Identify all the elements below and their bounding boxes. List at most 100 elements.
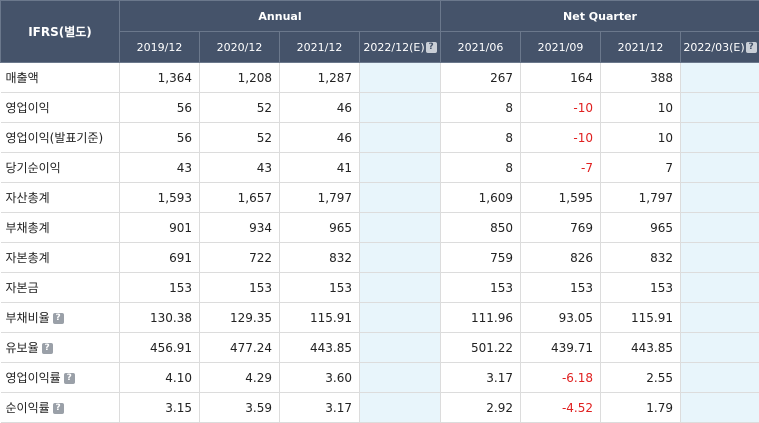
value-cell: 1,609 xyxy=(441,183,521,213)
period-header: 2020/12 xyxy=(200,32,280,63)
value-cell: 164 xyxy=(521,63,601,93)
value-cell: -6.18 xyxy=(521,363,601,393)
period-label: 2021/09 xyxy=(538,41,584,54)
value-cell: 1,287 xyxy=(280,63,360,93)
value-cell: 153 xyxy=(120,273,200,303)
value-cell: 153 xyxy=(200,273,280,303)
period-label: 2021/12 xyxy=(618,41,664,54)
row-label: 부채비율? xyxy=(1,303,120,333)
value-cell xyxy=(681,273,759,303)
value-cell: 111.96 xyxy=(441,303,521,333)
value-cell: 115.91 xyxy=(280,303,360,333)
period-header: 2021/09 xyxy=(521,32,601,63)
value-cell: -10 xyxy=(521,93,601,123)
value-cell: 4.29 xyxy=(200,363,280,393)
value-cell: 43 xyxy=(200,153,280,183)
value-cell: 965 xyxy=(601,213,681,243)
value-cell: 691 xyxy=(120,243,200,273)
value-cell xyxy=(681,303,759,333)
value-cell xyxy=(681,63,759,93)
help-icon[interactable]: ? xyxy=(53,403,64,414)
value-cell: 43 xyxy=(120,153,200,183)
value-cell xyxy=(681,123,759,153)
value-cell xyxy=(360,183,441,213)
value-cell xyxy=(681,333,759,363)
value-cell: 130.38 xyxy=(120,303,200,333)
help-icon[interactable]: ? xyxy=(64,373,75,384)
value-cell xyxy=(681,243,759,273)
value-cell: 46 xyxy=(280,93,360,123)
value-cell: 769 xyxy=(521,213,601,243)
row-label: 매출액 xyxy=(1,63,120,93)
value-cell: 2.55 xyxy=(601,363,681,393)
value-cell: 477.24 xyxy=(200,333,280,363)
row-label: 영업이익률? xyxy=(1,363,120,393)
help-icon[interactable]: ? xyxy=(42,343,53,354)
help-icon[interactable]: ? xyxy=(426,42,437,53)
value-cell: 850 xyxy=(441,213,521,243)
value-cell: 41 xyxy=(280,153,360,183)
value-cell: 52 xyxy=(200,123,280,153)
value-cell: 56 xyxy=(120,123,200,153)
row-label: 당기순이익 xyxy=(1,153,120,183)
value-cell: 1,797 xyxy=(280,183,360,213)
ifrs-header: IFRS(별도) xyxy=(1,1,120,63)
period-label: 2020/12 xyxy=(217,41,263,54)
value-cell: 93.05 xyxy=(521,303,601,333)
period-label: 2021/12 xyxy=(297,41,343,54)
period-label: 2022/12(E) xyxy=(363,41,424,54)
value-cell: 3.59 xyxy=(200,393,280,423)
value-cell: 4.10 xyxy=(120,363,200,393)
value-cell: 501.22 xyxy=(441,333,521,363)
value-cell: 826 xyxy=(521,243,601,273)
row-label: 유보율? xyxy=(1,333,120,363)
value-cell: 1,364 xyxy=(120,63,200,93)
value-cell: 832 xyxy=(601,243,681,273)
period-header: 2021/12 xyxy=(601,32,681,63)
value-cell: 10 xyxy=(601,93,681,123)
row-label: 영업이익(발표기준) xyxy=(1,123,120,153)
period-label: 2022/03(E) xyxy=(683,41,744,54)
value-cell xyxy=(681,213,759,243)
value-cell xyxy=(681,363,759,393)
help-icon[interactable]: ? xyxy=(53,313,64,324)
value-cell: 129.35 xyxy=(200,303,280,333)
period-header: 2022/03(E)? xyxy=(681,32,759,63)
value-cell xyxy=(360,273,441,303)
value-cell: 965 xyxy=(280,213,360,243)
value-cell xyxy=(681,153,759,183)
row-label: 부채총계 xyxy=(1,213,120,243)
value-cell: 115.91 xyxy=(601,303,681,333)
value-cell: 1,797 xyxy=(601,183,681,213)
value-cell xyxy=(360,123,441,153)
value-cell: 443.85 xyxy=(280,333,360,363)
help-icon[interactable]: ? xyxy=(746,42,757,53)
net-quarter-header: Net Quarter xyxy=(441,1,759,32)
value-cell: 153 xyxy=(280,273,360,303)
value-cell: 2.92 xyxy=(441,393,521,423)
value-cell: -10 xyxy=(521,123,601,153)
value-cell: 8 xyxy=(441,153,521,183)
value-cell: -7 xyxy=(521,153,601,183)
value-cell: 10 xyxy=(601,123,681,153)
value-cell: 153 xyxy=(441,273,521,303)
period-header: 2021/06 xyxy=(441,32,521,63)
period-header: 2022/12(E)? xyxy=(360,32,441,63)
period-header: 2021/12 xyxy=(280,32,360,63)
value-cell xyxy=(360,393,441,423)
period-label: 2021/06 xyxy=(458,41,504,54)
value-cell: 456.91 xyxy=(120,333,200,363)
value-cell: 1,595 xyxy=(521,183,601,213)
value-cell xyxy=(360,63,441,93)
value-cell: 1,657 xyxy=(200,183,280,213)
value-cell: 8 xyxy=(441,123,521,153)
value-cell: 934 xyxy=(200,213,280,243)
value-cell: 7 xyxy=(601,153,681,183)
